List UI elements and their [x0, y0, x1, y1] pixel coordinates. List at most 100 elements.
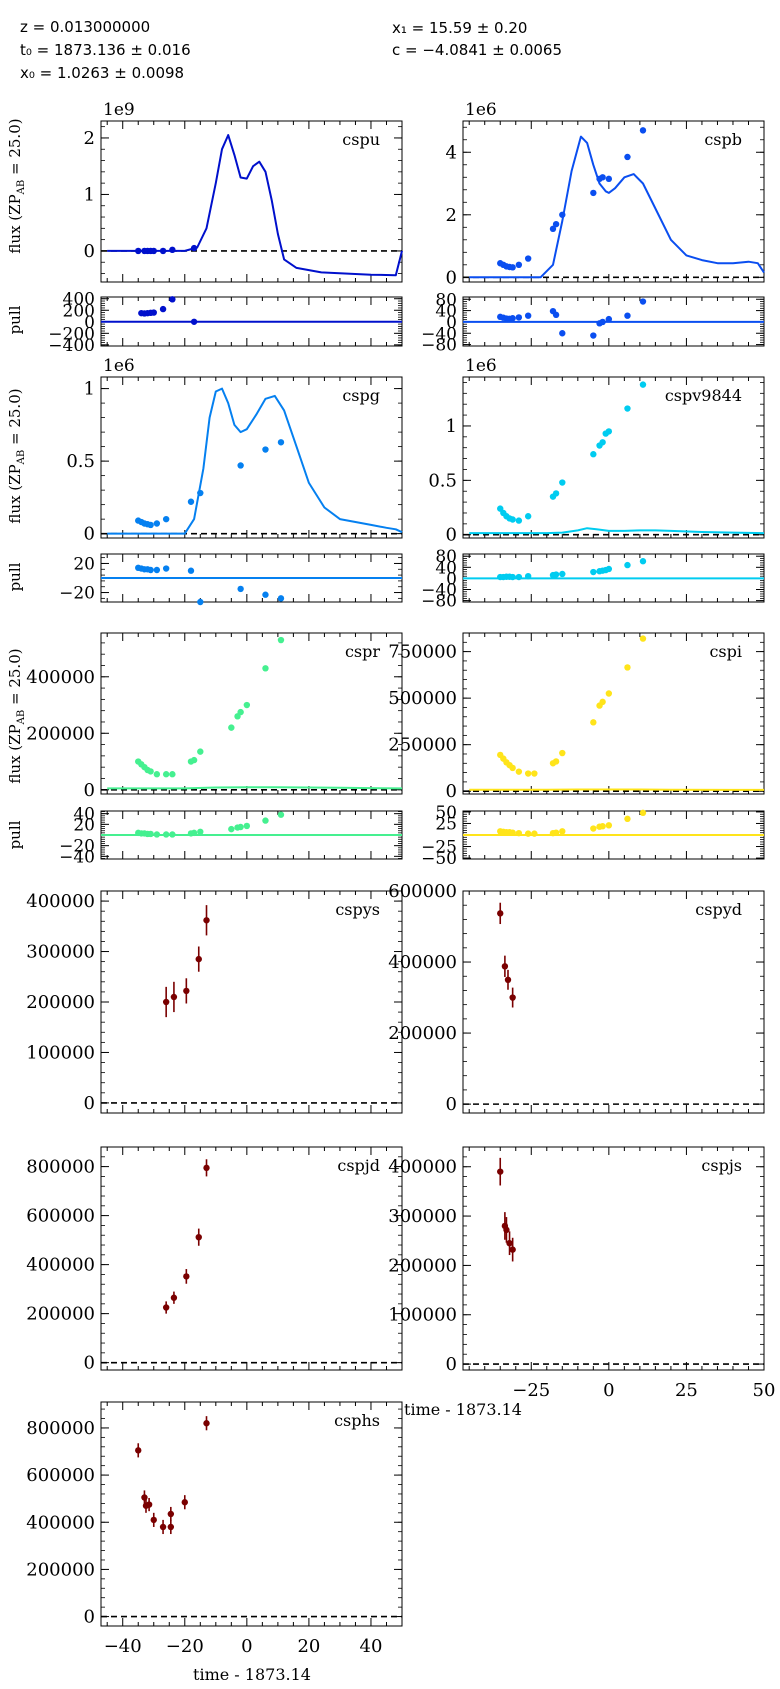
pull-point: [639, 809, 647, 817]
y-tick-label: 400000: [26, 1512, 95, 1533]
data-point: [203, 1164, 210, 1172]
axes-frame: [100, 1146, 403, 1371]
y-tick-label: 0: [446, 781, 457, 802]
y-tick-label: −200: [48, 324, 95, 344]
pull-point: [552, 571, 560, 578]
data-point: [624, 153, 631, 161]
band-label: cspv9844: [665, 386, 742, 405]
data-point: [197, 748, 204, 755]
y-tick-label: −20: [59, 584, 95, 604]
y-tick-label: 200000: [26, 1559, 95, 1580]
pull-point: [559, 570, 566, 578]
panel-cspjd: 0 200000 400000 600000 800000 cspjd: [26, 1146, 403, 1374]
pull-point: [590, 825, 597, 832]
pull-point: [515, 573, 523, 581]
data-point: [145, 1501, 153, 1508]
y-tick-label: 400000: [26, 891, 95, 912]
param-x0: x₀ = 1.0263 ± 0.0098: [20, 64, 184, 82]
y-tick-label: 0: [84, 1093, 95, 1114]
flux-ylabel-1: flux (ZPAB = 25.0): [6, 118, 27, 253]
axis-offset-label: 1e9: [103, 100, 135, 120]
data-point: [515, 517, 523, 524]
data-point: [187, 498, 195, 505]
y-tick-label: 1: [84, 184, 95, 205]
y-tick-label: 400000: [388, 952, 457, 973]
data-point: [559, 211, 566, 218]
axes-frame: [462, 1146, 765, 1371]
y-tick-label: 0: [446, 1094, 457, 1115]
pull-ylabel-3: pull: [6, 820, 24, 849]
data-point: [169, 771, 176, 778]
data-point: [153, 771, 161, 778]
y-tick-label: 400000: [26, 667, 95, 688]
band-label: cspjs: [701, 1156, 742, 1175]
pull-point: [590, 332, 597, 339]
data-point: [167, 1510, 175, 1518]
data-point: [503, 1226, 510, 1234]
pull-point: [243, 822, 251, 830]
pull-axis-labels: pull pull pull: [6, 305, 24, 849]
band-label: cspu: [342, 130, 380, 149]
data-point: [170, 1294, 178, 1301]
y-tick-label: 800000: [26, 1157, 95, 1178]
data-point: [624, 405, 631, 412]
pull-point: [509, 315, 516, 322]
axes-frame: [100, 1401, 403, 1627]
y-tick-label: 600000: [26, 1206, 95, 1227]
y-tick-label: 40: [435, 558, 457, 578]
y-tick-label: 750000: [388, 642, 457, 663]
data-point: [509, 764, 516, 772]
pull-point: [262, 591, 269, 598]
flux-ylabel-2: flux (ZPAB = 25.0): [6, 388, 27, 523]
y-tick-label: 1: [446, 416, 457, 437]
data-point: [599, 439, 606, 446]
data-point: [195, 1233, 202, 1241]
data-point: [590, 719, 597, 726]
pull-point: [599, 318, 606, 326]
pull-point: [524, 830, 532, 837]
y-tick-label: 0.5: [428, 470, 457, 491]
data-point: [237, 708, 244, 716]
pull-point: [237, 585, 244, 593]
data-point: [590, 451, 597, 458]
pull-point: [277, 811, 285, 818]
axes-frame: [100, 376, 403, 539]
data-point: [552, 758, 560, 765]
data-point: [162, 515, 170, 523]
x-tick-label: 50: [753, 1380, 776, 1401]
x-tick-label: 20: [297, 1636, 320, 1657]
y-tick-label: 25: [435, 814, 457, 834]
pull-point: [515, 314, 523, 321]
y-tick-label: 500000: [388, 688, 457, 709]
axes-frame: [100, 120, 403, 283]
pull-ylabel-1: pull: [6, 305, 24, 334]
param-t0: t₀ = 1873.136 ± 0.016: [20, 41, 191, 59]
data-point: [515, 768, 523, 775]
data-point: [504, 976, 512, 983]
y-tick-label: 100000: [388, 1305, 457, 1326]
data-point: [509, 1246, 516, 1253]
data-point: [190, 756, 198, 764]
x-tick-label: −25: [512, 1380, 550, 1401]
pull-point: [524, 572, 532, 580]
x-tick-label: 40: [360, 1636, 383, 1657]
x-tick-label: 0: [603, 1380, 614, 1401]
pull-point: [262, 817, 269, 824]
pull-point: [624, 312, 631, 319]
data-point: [531, 770, 538, 777]
param-c: c = −4.0841 ± 0.0065: [392, 41, 562, 59]
pull-point: [153, 566, 161, 574]
data-point: [552, 220, 560, 228]
y-tick-label: 100000: [26, 1042, 95, 1063]
model-curve: [107, 134, 403, 277]
y-tick-label: 2: [84, 128, 95, 149]
data-point: [167, 1523, 175, 1531]
y-tick-label: 200000: [26, 992, 95, 1013]
y-tick-label: 800000: [26, 1418, 95, 1439]
y-tick-label: 250000: [388, 735, 457, 756]
model-curve: [469, 527, 765, 535]
data-point: [150, 1516, 157, 1524]
